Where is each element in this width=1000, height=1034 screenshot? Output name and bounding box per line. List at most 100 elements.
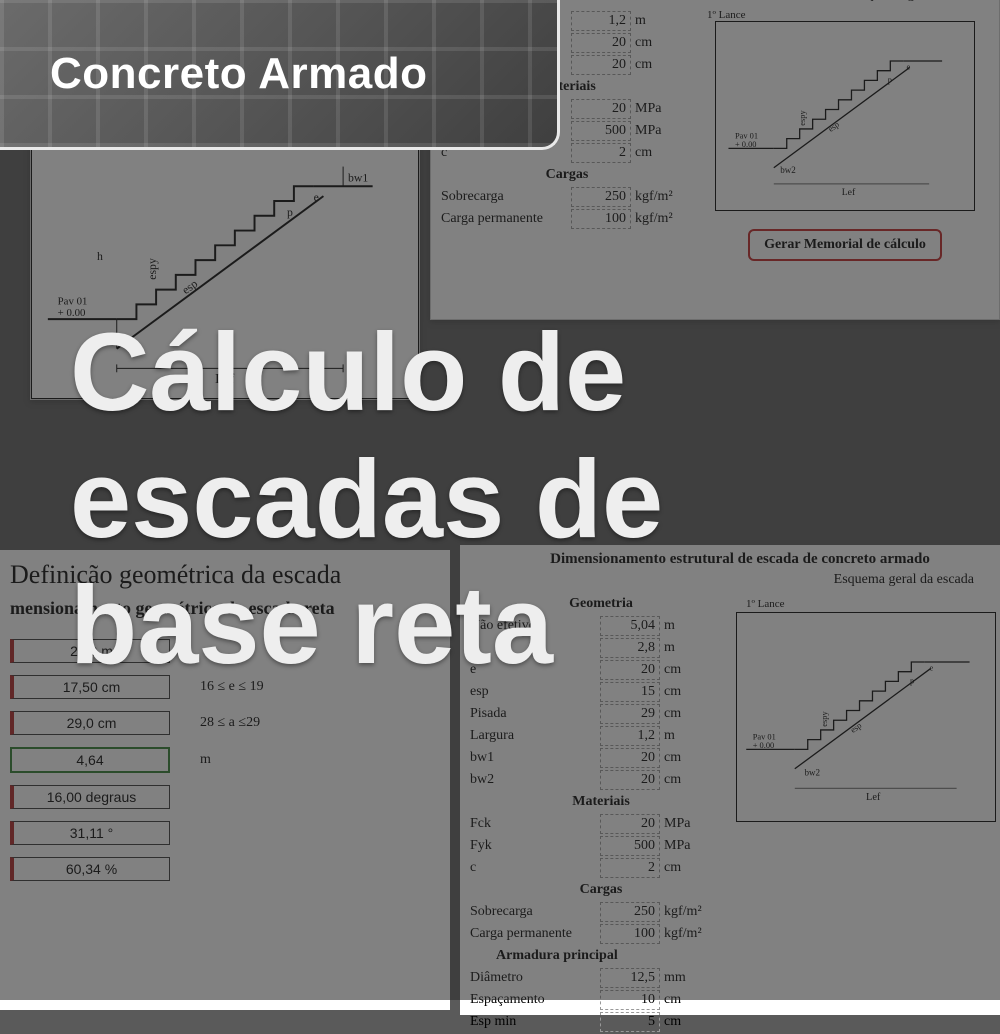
- geomdef-value: 16,00 degraus: [10, 785, 170, 809]
- svg-text:bw2: bw2: [780, 165, 796, 175]
- row-label: bw1: [466, 750, 596, 766]
- row-unit: cm: [664, 706, 714, 722]
- row-value: 29: [600, 704, 660, 724]
- row-value: 20: [600, 770, 660, 790]
- geomdef-value: 29,0 cm: [10, 711, 170, 735]
- row-value: 250: [571, 187, 631, 207]
- row-value: 250: [600, 902, 660, 922]
- data-row: Carga permanente100kgf/m²: [466, 924, 736, 944]
- row-unit: cm: [664, 750, 714, 766]
- svg-text:e: e: [929, 663, 933, 672]
- data-row: Esp min5cm: [466, 1012, 736, 1032]
- row-label: bw2: [466, 772, 596, 788]
- row-value: 10: [600, 990, 660, 1010]
- row-unit: MPa: [635, 101, 685, 117]
- row-value: 1,2: [571, 11, 631, 31]
- row-unit: m: [635, 13, 685, 29]
- section-head-cargas: Cargas: [437, 165, 697, 185]
- row-value: 20: [600, 748, 660, 768]
- row-unit: cm: [664, 860, 714, 876]
- row-unit: cm: [635, 57, 685, 73]
- row-unit: cm: [635, 145, 685, 161]
- geomdef-row: 60,34 %: [10, 857, 440, 881]
- svg-text:e: e: [314, 190, 319, 204]
- row-unit: MPa: [664, 816, 714, 832]
- headline: Cálculo de escadas de base reta: [70, 310, 920, 690]
- row-label: Carga permanente: [437, 211, 567, 227]
- data-row: Fck20MPa: [466, 814, 736, 834]
- svg-text:h: h: [97, 249, 103, 263]
- geomdef-value: 4,64: [10, 747, 170, 773]
- row-value: 500: [600, 836, 660, 856]
- row-label: Fyk: [466, 838, 596, 854]
- data-row: Diâmetro12,5mm: [466, 968, 736, 988]
- section-head-arm: Armadura principal: [466, 946, 736, 966]
- row-value: 100: [571, 209, 631, 229]
- section-head-cargas2: Cargas: [466, 880, 736, 900]
- svg-text:esp: esp: [849, 721, 863, 735]
- row-label: Diâmetro: [466, 970, 596, 986]
- section-cargas-rows: Sobrecarga250kgf/m²Carga permanente100kg…: [437, 187, 697, 229]
- svg-text:bw2: bw2: [805, 767, 821, 777]
- data-row: bw120cm: [466, 748, 736, 768]
- row-value: 2: [600, 858, 660, 878]
- svg-text:espy: espy: [145, 258, 159, 280]
- row-unit: m: [664, 728, 714, 744]
- row-value: 20: [571, 55, 631, 75]
- row-unit: cm: [664, 1014, 714, 1030]
- row-value: 20: [571, 99, 631, 119]
- svg-text:espy: espy: [798, 110, 807, 126]
- row-value: 20: [600, 814, 660, 834]
- data-row: c2cm: [466, 858, 736, 878]
- row-value: 100: [600, 924, 660, 944]
- data-row: Sobrecarga250kgf/m²: [466, 902, 736, 922]
- row-unit: MPa: [635, 123, 685, 139]
- svg-text:Pav 01: Pav 01: [735, 132, 758, 141]
- section-head-mat2: Materiais: [466, 792, 736, 812]
- row-value: 5: [600, 1012, 660, 1032]
- row-label: Pisada: [466, 706, 596, 722]
- svg-text:Lef: Lef: [842, 187, 856, 198]
- geomdef-row: 29,0 cm 28 ≤ a ≤29: [10, 711, 440, 735]
- geomdef-value: 60,34 %: [10, 857, 170, 881]
- geomdef-row: 4,64 m: [10, 747, 440, 773]
- data-row: bw220cm: [466, 770, 736, 790]
- svg-text:p: p: [287, 205, 293, 219]
- geomdef-value: 31,11 °: [10, 821, 170, 845]
- data-row: Carga permanente100kgf/m²: [437, 209, 697, 229]
- data-row: Sobrecarga250kgf/m²: [437, 187, 697, 207]
- generate-report-button[interactable]: Gerar Memorial de cálculo: [748, 229, 942, 261]
- geomdef-note: m: [200, 752, 211, 768]
- svg-text:Pav 01: Pav 01: [58, 295, 88, 307]
- row-unit: kgf/m²: [635, 211, 685, 227]
- geomdef-note: 28 ≤ a ≤29: [200, 715, 260, 731]
- svg-text:esp: esp: [827, 120, 841, 134]
- geomdef-row: 31,11 °: [10, 821, 440, 845]
- data-row: Fyk500MPa: [466, 836, 736, 856]
- row-label: Largura: [466, 728, 596, 744]
- row-unit: kgf/m²: [664, 926, 714, 942]
- row-value: 2: [571, 143, 631, 163]
- svg-text:e: e: [907, 62, 911, 71]
- category-label: Concreto Armado: [50, 49, 427, 99]
- row-unit: kgf/m²: [635, 189, 685, 205]
- row-value: 500: [571, 121, 631, 141]
- row-value: 20: [571, 33, 631, 53]
- row-label: c: [466, 860, 596, 876]
- row-label: Sobrecarga: [437, 189, 567, 205]
- data-row: Largura1,2m: [466, 726, 736, 746]
- row-label: Esp min: [466, 1014, 596, 1030]
- svg-text:bw1: bw1: [348, 170, 368, 184]
- row-unit: cm: [635, 35, 685, 51]
- row-unit: mm: [664, 970, 714, 986]
- row-value: 12,5: [600, 968, 660, 988]
- row-unit: MPa: [664, 838, 714, 854]
- svg-text:espy: espy: [820, 711, 829, 727]
- row-label: Carga permanente: [466, 926, 596, 942]
- row-unit: kgf/m²: [664, 904, 714, 920]
- data-row: Espaçamento10cm: [466, 990, 736, 1010]
- svg-text:Lef: Lef: [866, 792, 881, 803]
- row-unit: cm: [664, 772, 714, 788]
- svg-text:p: p: [888, 75, 892, 84]
- row-label: Fck: [466, 816, 596, 832]
